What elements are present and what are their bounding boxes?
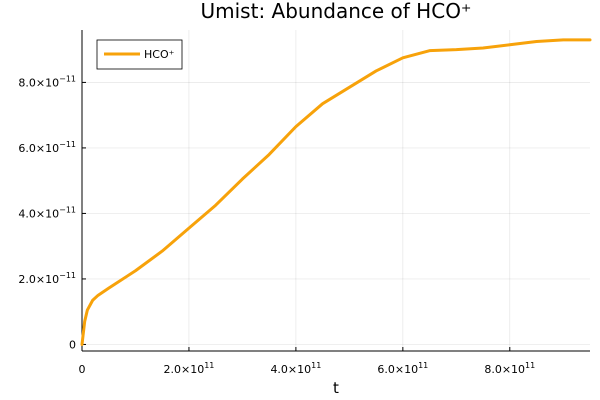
x-tick-label: 4.0×1011 [270,361,321,376]
legend-label: HCO⁺ [144,48,175,61]
legend: HCO⁺ [96,39,183,70]
y-tick-label: 2.0×10−11 [18,271,76,286]
x-ticks: 0 2.0×1011 4.0×1011 6.0×1011 8.0×1011 [79,347,535,376]
x-tick-label: 2.0×1011 [163,361,214,376]
grid-lines [81,30,590,351]
x-tick-label: 6.0×1011 [377,361,428,376]
y-tick-label: 6.0×10−11 [18,140,76,155]
y-ticks: 0 2.0×10−11 4.0×10−11 6.0×10−11 8.0×10−11 [18,74,86,351]
y-tick-label: 0 [69,338,76,351]
x-axis-label: t [333,379,339,397]
x-tick-label: 8.0×1011 [484,361,535,376]
y-tick-label: 8.0×10−11 [18,74,76,89]
chart-title: Umist: Abundance of HCO⁺ [201,0,472,23]
y-tick-label: 4.0×10−11 [18,205,76,220]
series-layer [80,38,592,346]
series-line-hco-plus [80,38,592,346]
x-tick-label: 0 [79,363,86,376]
axes [81,30,590,352]
